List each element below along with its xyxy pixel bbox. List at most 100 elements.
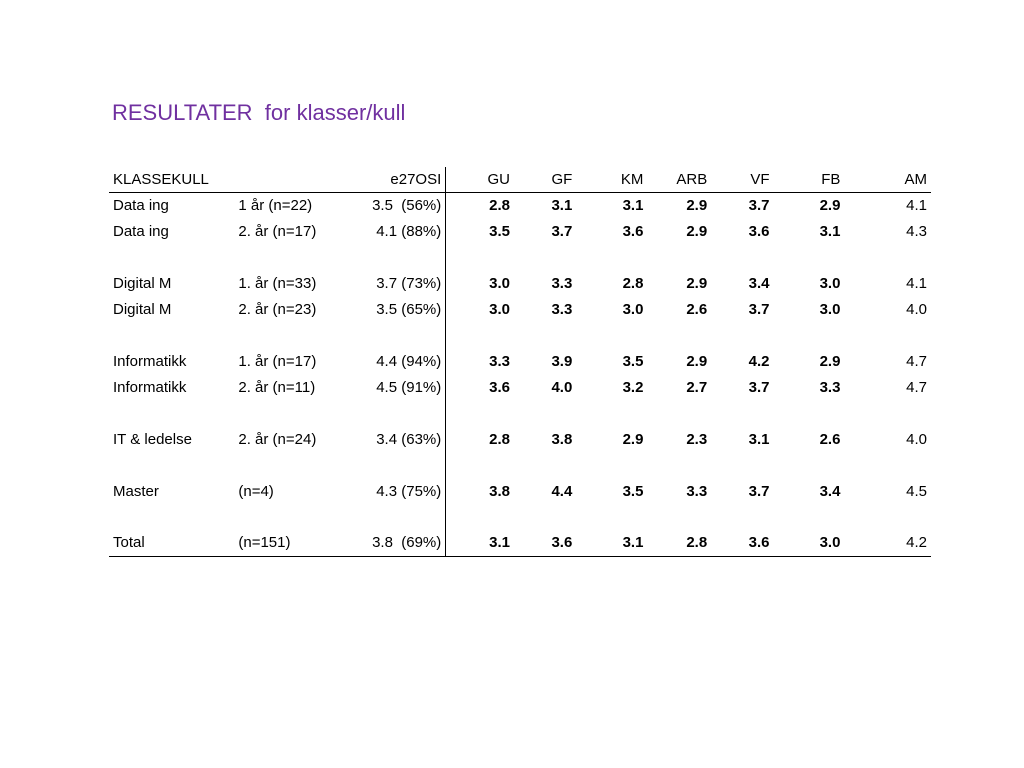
cell-kull: (n=4)	[238, 482, 274, 500]
table-row: Data ing 1 år (n=22) 3.5 (56%) 2.8 3.1 3.1 2.9…	[109, 192, 931, 218]
spacer-cell	[774, 400, 845, 426]
cell-klasse: Informatikk	[113, 352, 187, 370]
table-row: Informatikk 2. år (n=11) 4.5 (91%) 3.6 4.0 3.…	[109, 374, 931, 400]
cell-klasse: Master	[113, 482, 159, 500]
header-gu: GU	[445, 167, 514, 193]
cell-km: 2.8	[622, 274, 644, 292]
spacer-row	[109, 452, 931, 478]
cell-am: 4.1	[906, 274, 927, 292]
spacer-cell	[341, 322, 447, 348]
cell-gf: 3.7	[551, 222, 573, 240]
header-fb: FB	[773, 167, 845, 193]
cell-kull: 2. år (n=23)	[238, 300, 317, 318]
cell-arb: 2.6	[686, 300, 708, 318]
cell-fb: 3.0	[819, 300, 841, 318]
spacer-cell	[341, 452, 447, 478]
cell-am: 4.7	[906, 378, 927, 396]
spacer-cell	[341, 504, 447, 530]
header-km: KM	[576, 167, 648, 193]
cell-osi: 3.8 (69%)	[341, 530, 447, 557]
spacer-cell	[844, 322, 931, 348]
cell-osi: 4.3 (75%)	[341, 478, 447, 504]
cell-am: 4.2	[844, 530, 931, 557]
header-am: AM	[844, 167, 931, 193]
spacer-cell	[647, 452, 711, 478]
spacer-cell	[514, 244, 576, 270]
spacer-cell	[446, 452, 514, 478]
cell-km: 3.6	[622, 222, 644, 240]
cell-vf: 3.7	[748, 482, 770, 500]
table-row: Digital M 2. år (n=23) 3.5 (65%) 3.0 3.3 3.0 2…	[109, 296, 931, 322]
cell-kull: 2. år (n=24)	[238, 430, 317, 448]
cell-gu: 3.3	[489, 352, 510, 370]
spacer-cell	[446, 504, 514, 530]
cell-gf: 3.6	[513, 530, 577, 557]
cell-klasse: Data ing	[113, 222, 169, 240]
spacer-cell	[576, 452, 647, 478]
cell-arb: 2.7	[686, 378, 708, 396]
spacer-cell	[647, 504, 711, 530]
spacer-cell	[234, 322, 341, 348]
spacer-cell	[576, 400, 647, 426]
header-klassekull: KLASSEKULL	[109, 167, 235, 193]
cell-gu: 2.8	[489, 430, 510, 448]
cell-vf: 3.7	[748, 196, 770, 214]
spacer-cell	[711, 452, 773, 478]
cell-gu: 3.8	[489, 482, 510, 500]
spacer-cell	[711, 322, 773, 348]
spacer-cell	[647, 400, 711, 426]
cell-fb: 2.9	[819, 352, 841, 370]
cell-kull: 1. år (n=17)	[238, 352, 317, 370]
spacer-cell	[234, 452, 341, 478]
results-table: KLASSEKULL e27OSI GU GF KM ARB VF FB AM …	[109, 167, 931, 557]
cell-km: 2.9	[622, 430, 644, 448]
spacer-row	[109, 244, 931, 270]
cell-osi: 3.4 (63%)	[341, 426, 447, 452]
cell-am: 4.0	[906, 430, 927, 448]
spacer-cell	[446, 400, 514, 426]
table-row: Digital M 1. år (n=33) 3.7 (73%) 3.0 3.3 2.8 2…	[109, 270, 931, 296]
cell-osi: 4.5 (91%)	[341, 374, 447, 400]
table-row: Total (n=151) 3.8 (69%) 3.1 3.6 3.1 2.8 3.6 3.0 4…	[109, 530, 931, 557]
table-row: Master (n=4) 4.3 (75%) 3.8 4.4 3.5 3.3 3.7 3.4 4.…	[109, 478, 931, 504]
cell-fb: 2.6	[819, 430, 841, 448]
cell-am: 4.1	[906, 196, 927, 214]
table-row: Informatikk 1. år (n=17) 4.4 (94%) 3.3 3.9 3.…	[109, 348, 931, 374]
cell-vf: 3.7	[748, 300, 770, 318]
cell-am: 4.7	[906, 352, 927, 370]
spacer-cell	[774, 322, 845, 348]
spacer-cell	[844, 244, 931, 270]
spacer-cell	[844, 452, 931, 478]
cell-fb: 3.4	[819, 482, 841, 500]
cell-vf: 3.6	[711, 530, 774, 557]
spacer-cell	[514, 452, 576, 478]
cell-fb: 3.0	[773, 530, 845, 557]
cell-am: 4.5	[906, 482, 927, 500]
cell-gu: 3.6	[489, 378, 510, 396]
header-vf: VF	[711, 167, 774, 193]
cell-gu: 2.8	[489, 196, 510, 214]
cell-gu: 3.5	[489, 222, 510, 240]
spacer-cell	[844, 400, 931, 426]
cell-km: 3.5	[622, 352, 644, 370]
spacer-cell	[234, 244, 341, 270]
cell-klasse: Data ing	[113, 196, 169, 214]
table-header-row: KLASSEKULL e27OSI GU GF KM ARB VF FB AM	[109, 167, 931, 193]
cell-arb: 2.9	[686, 352, 708, 370]
spacer-cell	[446, 244, 514, 270]
spacer-cell	[711, 504, 773, 530]
cell-klasse: IT & ledelse	[113, 430, 192, 448]
cell-kull: 2. år (n=11)	[238, 378, 316, 396]
spacer-cell	[647, 244, 711, 270]
spacer-cell	[576, 244, 647, 270]
cell-kull: 1. år (n=33)	[238, 274, 317, 292]
cell-arb: 2.9	[686, 222, 708, 240]
cell-gu: 3.0	[489, 274, 510, 292]
cell-osi: 4.1 (88%)	[341, 218, 447, 244]
cell-vf: 3.1	[748, 430, 770, 448]
cell-arb: 2.9	[686, 196, 708, 214]
cell-osi: 4.4 (94%)	[341, 348, 447, 374]
spacer-cell	[109, 504, 234, 530]
cell-kull: 1 år (n=22)	[238, 196, 313, 214]
